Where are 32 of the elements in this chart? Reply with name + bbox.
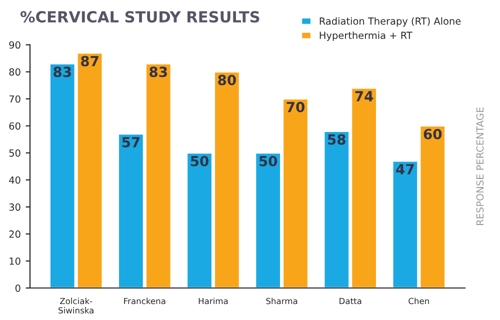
- y-tick-label: 30: [9, 203, 20, 211]
- x-tick-label: Sharma: [266, 298, 298, 304]
- data-label: 50: [259, 156, 278, 166]
- data-label: 47: [396, 164, 414, 174]
- legend-label: Hyperthermia + RT: [320, 32, 412, 41]
- y-tick-label: 70: [9, 95, 20, 103]
- legend-label: Radiation Therapy (RT) Alone: [320, 17, 461, 27]
- y-tick-label: 80: [9, 68, 20, 76]
- y-tick-label: 10: [10, 257, 20, 265]
- chart-title: %CERVICAL STUDY RESULTS: [20, 11, 260, 23]
- data-label: 83: [150, 66, 167, 78]
- y-tick-label: 20: [9, 230, 20, 238]
- y-tick-label: 0: [15, 284, 20, 292]
- y-tick-label: 40: [9, 176, 20, 184]
- x-tick-label: Franckena: [124, 298, 166, 304]
- data-label: 83: [54, 66, 71, 78]
- x-tick-label: Zolciak- Siwinska: [58, 298, 94, 314]
- data-label: 57: [122, 137, 140, 148]
- data-label: 60: [424, 128, 442, 140]
- x-tick-label: Chen: [408, 298, 429, 304]
- data-label: 50: [190, 156, 209, 166]
- data-label: 74: [355, 91, 374, 102]
- data-label: 87: [80, 56, 98, 66]
- data-label: 70: [286, 102, 304, 112]
- data-label: 58: [328, 134, 346, 145]
- y-axis-title: RESPONSE PERCENTAGE: [476, 107, 484, 225]
- y-tick-label: 90: [9, 41, 20, 49]
- y-tick-label: 50: [9, 149, 20, 157]
- y-tick-label: 60: [9, 122, 20, 130]
- x-tick-label: Datta: [340, 298, 362, 304]
- data-label: 80: [218, 74, 236, 86]
- x-tick-label: Harima: [198, 298, 228, 304]
